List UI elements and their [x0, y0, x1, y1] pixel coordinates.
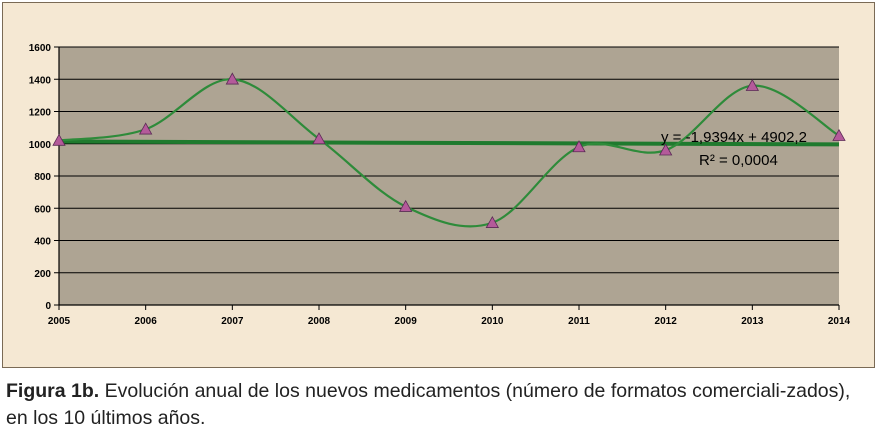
y-tick-label: 400 [34, 237, 51, 248]
data-point-marker [398, 199, 413, 212]
data-point-marker [52, 133, 66, 146]
y-tick-label: 1200 [29, 108, 52, 119]
data-point-marker [225, 72, 240, 85]
data-point-marker [832, 128, 846, 141]
y-tick-label: 1600 [29, 43, 52, 54]
x-tick-label: 2008 [308, 316, 331, 327]
x-tick-label: 2013 [741, 316, 764, 327]
chart-container: 0 200 400 600 800 1000 1200 1400 1600 2005 2006 20… [2, 2, 875, 368]
caption-label: Figura 1b. [6, 380, 100, 402]
trend-line [58, 139, 840, 147]
figure-caption: Figura 1b. Evolución anual de los nuevos… [6, 378, 872, 432]
data-point-marker [745, 78, 760, 91]
trendline-equation: y = -1,9394x + 4902,2 [661, 129, 807, 146]
x-tick-label: 2012 [655, 316, 678, 327]
x-tick-label: 2014 [828, 316, 851, 327]
y-tick-label: 1000 [29, 140, 52, 151]
data-point-marker [572, 140, 586, 153]
data-point-marker [138, 122, 153, 135]
data-point-marker [485, 215, 500, 228]
y-tick-label: 1400 [29, 75, 52, 86]
caption-text: Evolución anual de los nuevos medicament… [6, 380, 851, 429]
y-tick-label: 0 [45, 301, 51, 312]
y-tick-label: 200 [34, 269, 51, 280]
x-tick-label: 2009 [395, 316, 418, 327]
x-tick-label: 2010 [481, 316, 504, 327]
y-tick-label: 600 [34, 204, 51, 215]
data-point-marker [658, 143, 673, 156]
series-line [58, 78, 840, 228]
line-chart: 0 200 400 600 800 1000 1200 1400 1600 2005 2006 20… [29, 43, 851, 327]
x-tick-label: 2005 [48, 316, 71, 327]
trendline-r-squared: R² = 0,0004 [699, 152, 778, 169]
x-tick-label: 2006 [135, 316, 158, 327]
x-tick-label: 2011 [568, 316, 590, 327]
y-tick-label: 800 [34, 172, 51, 183]
data-point-marker [312, 132, 326, 145]
x-tick-label: 2007 [221, 316, 244, 327]
